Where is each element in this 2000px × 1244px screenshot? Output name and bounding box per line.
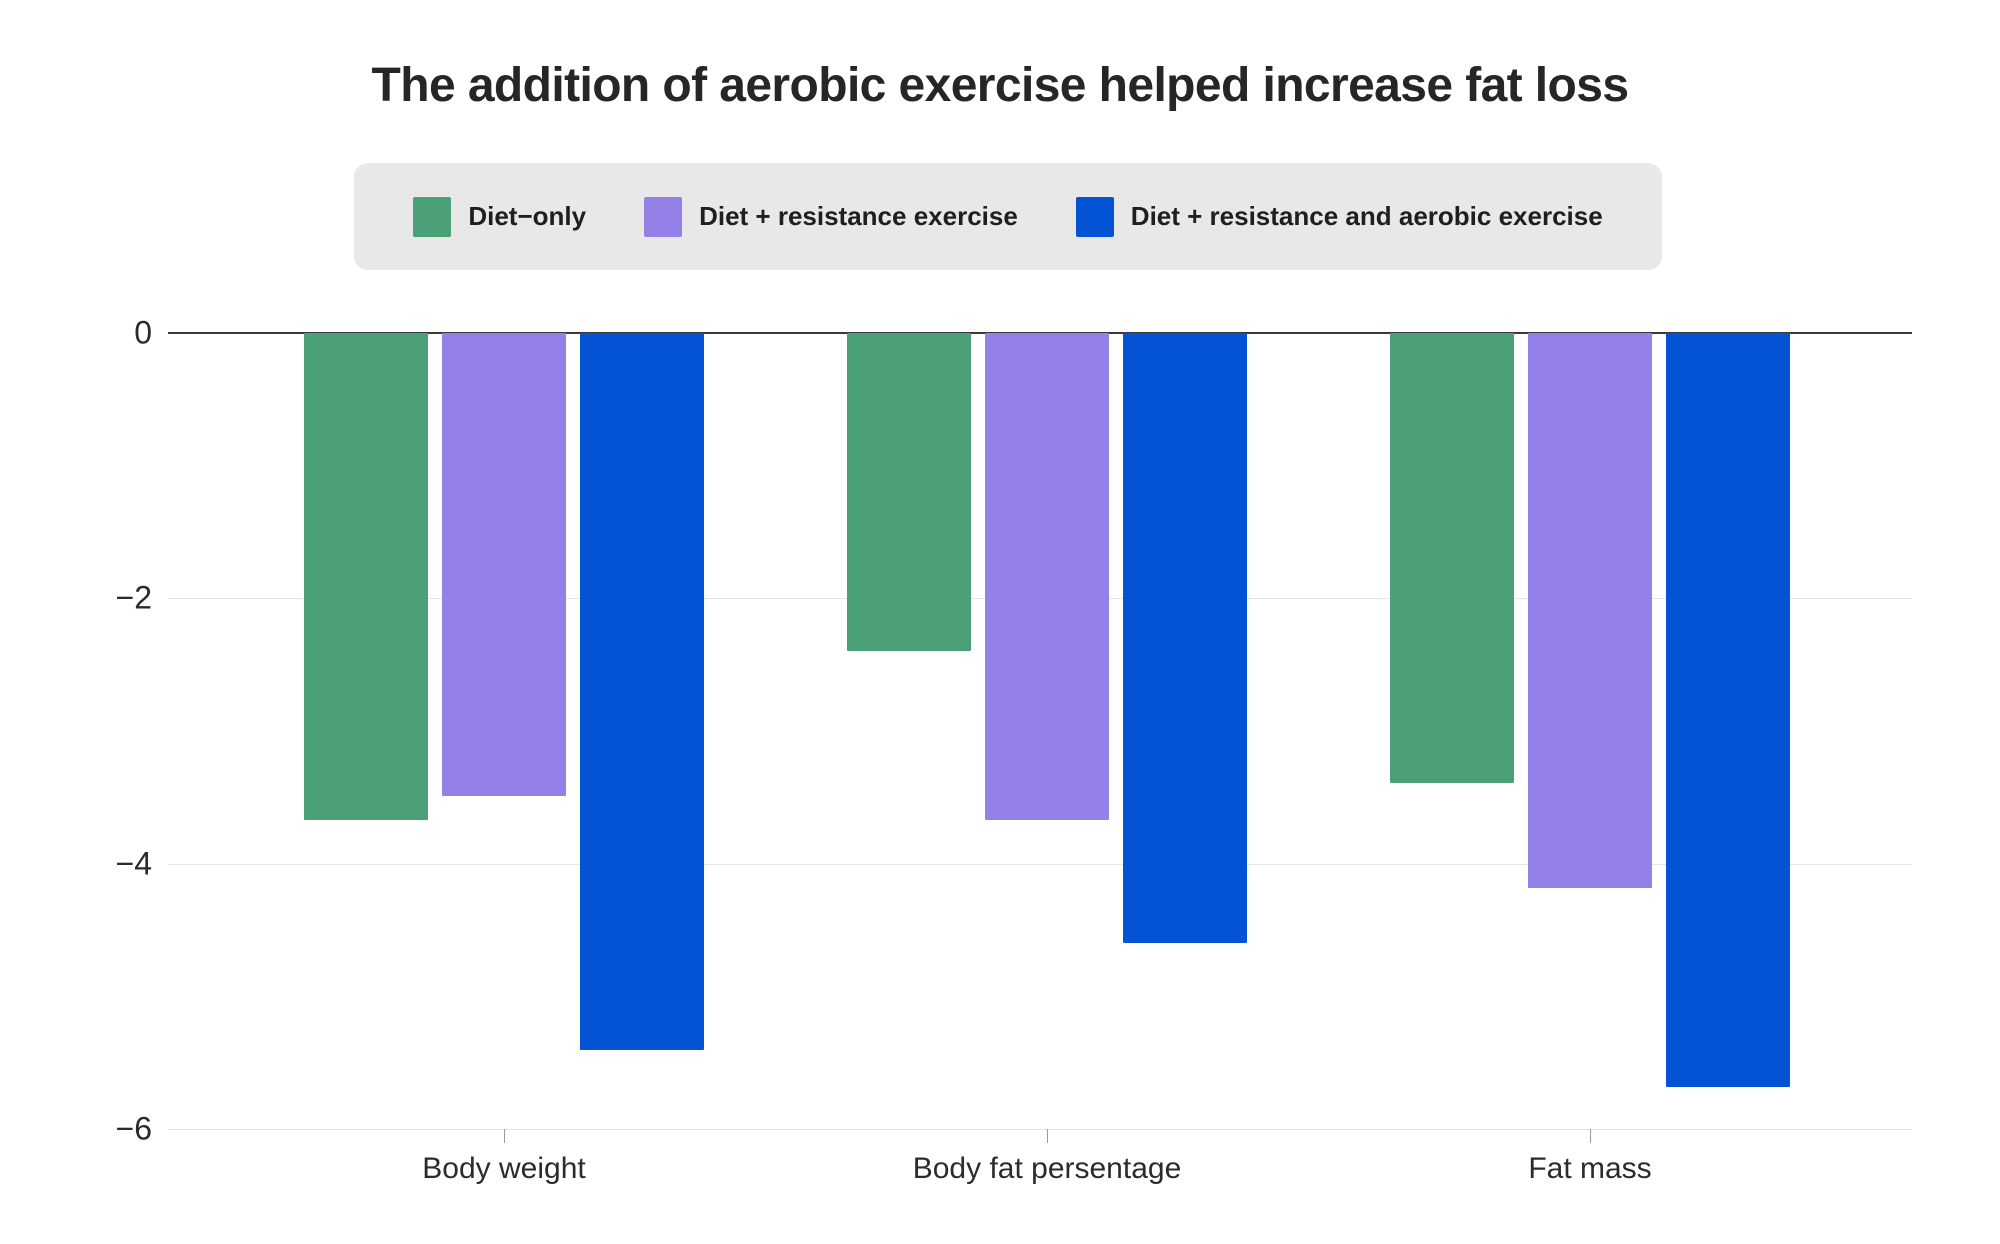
bar[interactable] (304, 333, 428, 820)
legend-swatch-icon (413, 196, 452, 237)
bar[interactable] (847, 333, 971, 652)
legend-item-label: Diet + resistance and aerobic exercise (1130, 201, 1603, 231)
legend-swatch-icon (1075, 196, 1114, 237)
x-axis-tick-mark (1047, 1129, 1048, 1144)
chart-legend: Diet−only Diet + resistance exercise Die… (354, 163, 1662, 270)
legend-item-diet-resistance[interactable]: Diet + resistance exercise (644, 196, 1018, 237)
bar[interactable] (442, 333, 566, 797)
gridline (168, 863, 1912, 865)
gridline (168, 1129, 1912, 1131)
legend-item-label: Diet−only (468, 201, 587, 231)
bar[interactable] (1390, 333, 1514, 783)
bar[interactable] (1666, 333, 1790, 1087)
legend-swatch-icon (644, 196, 683, 237)
legend-item-label: Diet + resistance exercise (699, 201, 1018, 231)
bar[interactable] (1528, 333, 1652, 888)
bar[interactable] (580, 333, 704, 1050)
legend-item-diet-only[interactable]: Diet−only (413, 196, 587, 237)
x-axis-tick-label: Body weight (422, 1152, 586, 1185)
x-axis-tick-mark (1590, 1129, 1591, 1144)
y-axis-tick-label: −2 (115, 579, 152, 616)
page-title: The addition of aerobic exercise helped … (371, 59, 1630, 112)
legend-item-diet-resistance-aerobic[interactable]: Diet + resistance and aerobic exercise (1075, 196, 1603, 237)
y-axis-tick-label: −6 (115, 1110, 152, 1147)
y-axis-tick-label: −4 (115, 845, 152, 882)
x-axis-tick-mark (504, 1129, 505, 1144)
bar[interactable] (985, 333, 1109, 820)
x-axis-tick-label: Body fat persentage (912, 1152, 1182, 1185)
bar[interactable] (1123, 333, 1247, 944)
x-axis-tick-label: Fat mass (1528, 1152, 1652, 1185)
y-axis-tick-label: 0 (134, 314, 152, 351)
